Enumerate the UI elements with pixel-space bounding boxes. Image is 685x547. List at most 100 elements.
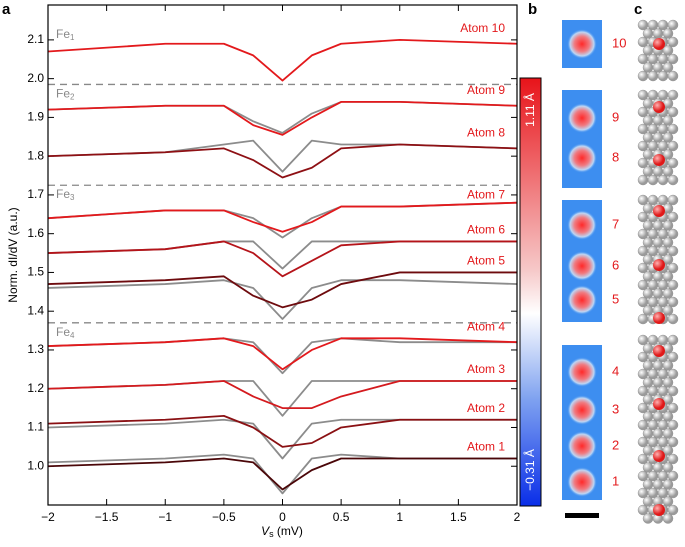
substrate-atom	[652, 28, 664, 39]
substrate-atom	[667, 174, 679, 186]
substrate-atom	[657, 245, 669, 257]
substrate-atom	[642, 394, 654, 405]
substrate-atom	[667, 504, 679, 516]
atom-number: 3	[612, 401, 619, 416]
substrate-atom	[667, 453, 679, 465]
series-label: Atom 3	[467, 362, 505, 376]
substrate-atom	[642, 305, 654, 316]
fe-atom	[653, 38, 665, 50]
substrate-atom	[637, 368, 649, 380]
y-tick-label: 1.1	[27, 420, 44, 434]
substrate-atom	[647, 19, 659, 31]
substrate-atom	[657, 279, 669, 291]
substrate-atom	[642, 271, 654, 282]
substrate-atom	[662, 166, 674, 177]
substrate-atom	[637, 174, 649, 186]
series-line	[47, 279, 518, 320]
series-label: Atom 10	[460, 21, 505, 35]
group-label-text: Fe	[56, 27, 70, 41]
fe-atom	[653, 205, 665, 217]
stm-atom	[567, 357, 597, 387]
group-label-sub: 3	[70, 193, 75, 202]
substrate-atom	[662, 411, 674, 422]
substrate-atom	[642, 445, 654, 456]
substrate-atom	[642, 428, 654, 439]
substrate-atom	[667, 245, 679, 257]
substrate-atom	[662, 28, 674, 39]
y-axis-label: Norm. dI/dV (a.u.)	[6, 207, 20, 302]
substrate-atom	[637, 470, 649, 482]
x-tick-label: 0.5	[333, 510, 350, 524]
group-label-text: Fe	[56, 325, 70, 339]
substrate-atom	[667, 419, 679, 431]
x-tick-label: −1.5	[95, 510, 119, 524]
substrate-atom	[637, 402, 649, 414]
substrate-atom	[647, 368, 659, 380]
series-label: Atom 4	[467, 320, 505, 334]
substrate-atom	[642, 360, 654, 371]
substrate-atom	[637, 313, 649, 325]
atom-number: 5	[612, 291, 619, 306]
atom-number: 4	[612, 363, 619, 378]
x-tick-label: 2	[514, 510, 521, 524]
substrate-atom	[652, 132, 664, 143]
x-tick-label: −1	[158, 510, 172, 524]
substrate-atom	[667, 313, 679, 325]
series-line	[47, 380, 517, 410]
substrate-atom	[637, 245, 649, 257]
substrate-atom	[642, 496, 654, 507]
substrate-atom	[652, 271, 664, 282]
substrate-atom	[642, 462, 654, 473]
series-line	[47, 457, 517, 491]
fe-atom	[653, 101, 665, 113]
y-tick-label: 1.3	[27, 342, 44, 356]
substrate-atom	[637, 106, 649, 118]
substrate-atom	[642, 377, 654, 388]
substrate-atom	[662, 220, 674, 231]
substrate-atom	[642, 220, 654, 231]
substrate-atom	[637, 385, 649, 397]
colorbar	[519, 77, 542, 507]
substrate-atom	[647, 385, 659, 397]
fe-atom	[653, 154, 665, 166]
substrate-atom	[637, 19, 649, 31]
substrate-atom	[647, 334, 659, 346]
substrate-atom	[652, 377, 664, 388]
group-label-sub: 2	[70, 93, 75, 102]
substrate-atom	[637, 351, 649, 363]
stm-atom	[567, 210, 597, 240]
substrate-atom	[647, 194, 659, 206]
substrate-atom	[667, 436, 679, 448]
series-line	[47, 453, 517, 495]
substrate-atom	[662, 132, 674, 143]
substrate-atom	[637, 123, 649, 135]
substrate-atom	[637, 504, 649, 516]
panel-c	[637, 19, 679, 524]
x-label-main: V	[261, 524, 270, 538]
substrate-atom	[642, 149, 654, 160]
substrate-atom	[657, 436, 669, 448]
series-line	[47, 201, 518, 233]
substrate-atom	[642, 166, 654, 177]
substrate-atom	[637, 487, 649, 499]
series-label: Atom 1	[467, 440, 505, 454]
y-tick-label: 2.0	[27, 71, 44, 85]
substrate-atom	[667, 89, 679, 101]
substrate-atom	[652, 411, 664, 422]
substrate-atom	[637, 194, 649, 206]
stm-atom	[567, 395, 597, 425]
substrate-atom	[647, 174, 659, 186]
series-label: Atom 7	[467, 188, 505, 202]
substrate-atom	[642, 28, 654, 39]
substrate-atom	[652, 115, 664, 126]
substrate-atom	[637, 334, 649, 346]
x-tick-label: −2	[41, 510, 55, 524]
substrate-atom	[662, 237, 674, 248]
substrate-atom	[642, 98, 654, 109]
substrate-atom	[662, 149, 674, 160]
substrate-atom	[647, 70, 659, 82]
atom-number: 1	[612, 473, 619, 488]
substrate-atom	[647, 123, 659, 135]
substrate-atom	[662, 513, 674, 524]
substrate-atom	[657, 19, 669, 31]
